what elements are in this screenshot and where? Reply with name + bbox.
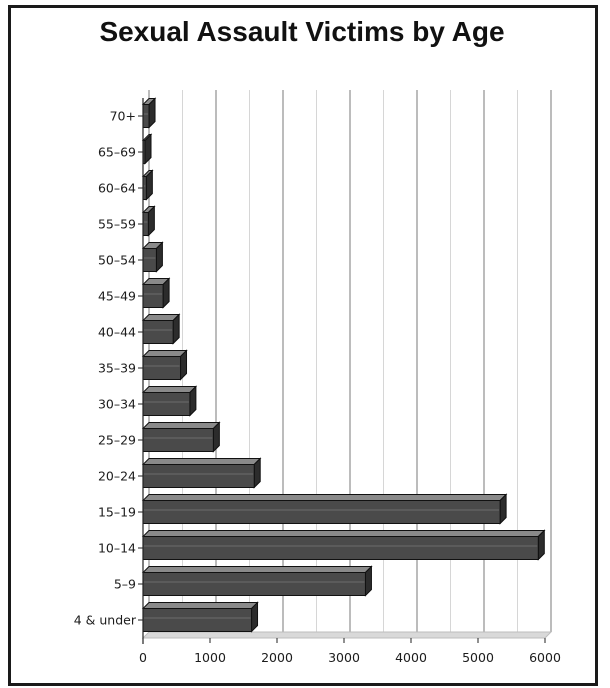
x-tick-label: 6000 (529, 650, 561, 665)
bar-top (141, 350, 188, 357)
bar-face (142, 356, 182, 380)
bar (141, 385, 198, 417)
bar-top (141, 530, 546, 537)
bar (141, 97, 157, 129)
bar-top (141, 458, 262, 465)
bar-face (142, 572, 366, 596)
y-tick-label: 20–24 (98, 469, 136, 484)
y-tick-label: 40–44 (98, 325, 136, 340)
bar-top (141, 602, 259, 609)
bar-top (141, 386, 198, 393)
bar-face (142, 608, 253, 632)
y-tick-label: 55–59 (98, 217, 136, 232)
bar (141, 241, 164, 273)
bar-top (141, 494, 508, 501)
x-tick-label: 5000 (462, 650, 494, 665)
bar (141, 529, 546, 561)
y-tick-label: 50–54 (98, 253, 136, 268)
y-tick-label: 30–34 (98, 397, 136, 412)
x-tick-label: 4000 (395, 650, 427, 665)
y-tick-label: 35–39 (98, 361, 136, 376)
chart-floor (141, 631, 553, 639)
bar-face (142, 248, 157, 272)
y-tick-label: 70+ (110, 109, 136, 124)
bar-face (142, 320, 174, 344)
bar (141, 133, 153, 165)
floor-layer (141, 631, 553, 639)
bar-top (141, 566, 373, 573)
bar (141, 601, 259, 633)
x-tick-label: 3000 (328, 650, 360, 665)
bar (141, 421, 221, 453)
bar-top (141, 422, 221, 429)
bar (141, 349, 188, 381)
bar-face (142, 392, 191, 416)
bar-face (142, 536, 539, 560)
bar-face (142, 428, 214, 452)
bar (141, 169, 154, 201)
y-tick-label: 15–19 (98, 505, 136, 520)
y-tick-label: 60–64 (98, 181, 136, 196)
bar-face (142, 500, 501, 524)
bar-face (142, 284, 164, 308)
bar (141, 493, 508, 525)
y-tick-label: 65–69 (98, 145, 136, 160)
y-tick-label: 10–14 (98, 541, 136, 556)
bar (141, 205, 156, 237)
bar (141, 457, 262, 489)
x-tick-label: 2000 (261, 650, 293, 665)
bar-layer (141, 97, 546, 633)
y-tick-label: 25–29 (98, 433, 136, 448)
bar-face (142, 104, 150, 128)
y-tick-label: 45–49 (98, 289, 136, 304)
y-tick-label: 5–9 (114, 577, 136, 592)
x-tick-label: 0 (139, 650, 147, 665)
x-tick-label: 1000 (194, 650, 226, 665)
chart-title: Sexual Assault Victims by Age (99, 16, 505, 47)
bar (141, 565, 373, 597)
bar-face (142, 212, 149, 236)
axis-layer: 4 & under 5–9 10–14 15–19 20–24 25–29 30–34 35–… (74, 98, 561, 665)
bar-face (142, 464, 255, 488)
bar (141, 277, 171, 309)
y-tick-label: 4 & under (74, 613, 137, 628)
bar (141, 313, 181, 345)
